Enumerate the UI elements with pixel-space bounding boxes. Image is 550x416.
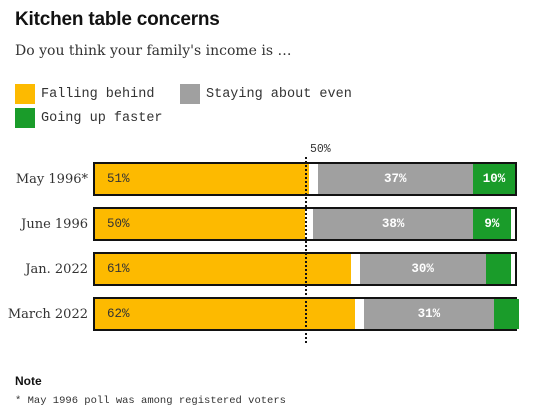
data-label-staying: 38% xyxy=(381,217,405,231)
data-label-staying: 37% xyxy=(384,172,407,186)
legend-label-staying-about-even: Staying about even xyxy=(206,86,352,102)
legend-swatch-going-up-faster xyxy=(15,108,35,128)
note-text: * May 1996 poll was among registered vot… xyxy=(15,395,286,407)
row-label-march-2022: March 2022 xyxy=(7,307,88,322)
bar-segment-falling xyxy=(95,254,352,284)
legend-item-staying-about-even: Staying about even xyxy=(180,84,352,104)
bar-segment-up xyxy=(473,209,511,239)
legend-item-going-up-faster: Going up faster xyxy=(15,108,163,128)
bar-segment-falling xyxy=(95,209,305,239)
bar-segment-falling xyxy=(95,299,356,329)
bar-segment-up xyxy=(485,254,511,284)
legend-label-falling-behind: Falling behind xyxy=(41,86,155,102)
bar-segment-staying xyxy=(359,254,486,284)
row-label-may-1996: May 1996* xyxy=(15,172,88,187)
bar-row-may-1996: 51% 37% 10% xyxy=(93,162,517,196)
row-label-jan-2022: Jan. 2022 xyxy=(25,262,88,277)
data-label-up: 10% xyxy=(482,172,506,186)
legend-item-falling-behind: Falling behind xyxy=(15,84,154,104)
legend-swatch-staying-about-even xyxy=(180,84,200,104)
chart-subtitle: Do you think your family's income is … xyxy=(15,43,292,59)
data-label-staying: 30% xyxy=(411,262,434,276)
bar-segment-up xyxy=(494,299,520,329)
row-label-june-1996: June 1996 xyxy=(21,217,88,232)
bar-row-march-2022: 62% 31% xyxy=(93,297,520,331)
data-label-falling: 51% xyxy=(107,172,130,186)
bar-row-june-1996: 50% 38% 9% xyxy=(93,207,517,241)
bar-segment-falling xyxy=(95,164,310,194)
bar-segment-staying xyxy=(313,209,473,239)
note-heading: Note xyxy=(15,374,42,388)
data-label-staying: 31% xyxy=(417,307,441,321)
data-label-up: 9% xyxy=(484,217,500,231)
data-label-falling: 61% xyxy=(107,262,130,276)
fifty-percent-reference-label: 50% xyxy=(310,143,331,156)
bar-segment-staying xyxy=(317,164,473,194)
bar-segment-staying xyxy=(363,299,494,329)
bar-segment-up xyxy=(473,164,515,194)
legend-label-going-up-faster: Going up faster xyxy=(41,110,163,126)
data-label-falling: 62% xyxy=(107,307,130,321)
fifty-percent-reference-line xyxy=(305,157,307,343)
chart-title: Kitchen table concerns xyxy=(15,9,220,30)
legend-swatch-falling-behind xyxy=(15,84,35,104)
data-label-falling: 50% xyxy=(107,217,130,231)
